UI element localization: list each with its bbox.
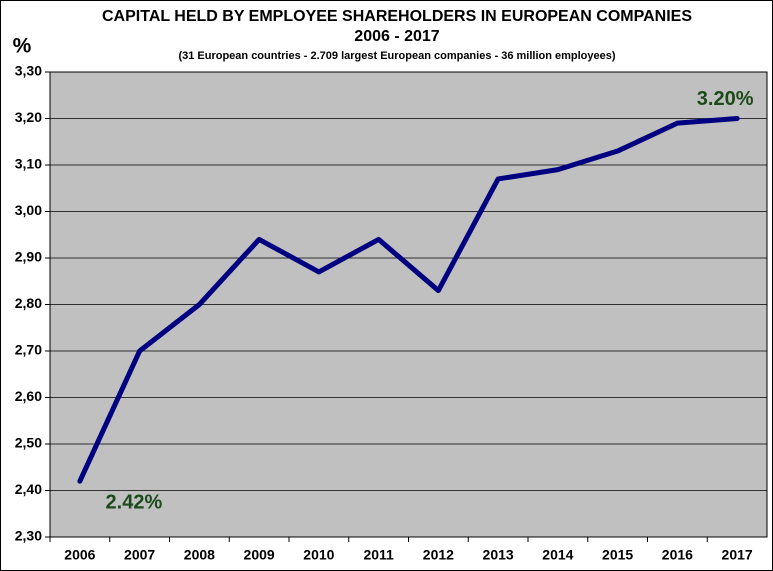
x-tick-label: 2006 bbox=[64, 547, 95, 563]
chart-title: CAPITAL HELD BY EMPLOYEE SHAREHOLDERS IN… bbox=[102, 8, 692, 25]
y-tick-label: 2,80 bbox=[15, 295, 42, 311]
y-axis-label: % bbox=[13, 35, 32, 58]
x-tick-label: 2014 bbox=[542, 547, 573, 563]
x-tick-label: 2009 bbox=[244, 547, 275, 563]
y-tick-label: 3,30 bbox=[15, 63, 42, 79]
y-tick-label: 3,10 bbox=[15, 156, 42, 172]
x-tick-label: 2010 bbox=[303, 547, 334, 563]
data-line bbox=[77, 116, 740, 484]
y-tick-label: 2,60 bbox=[15, 388, 42, 404]
value-label: 2.42% bbox=[106, 491, 163, 513]
x-tick-label: 2007 bbox=[124, 547, 155, 563]
chart-subtitle: 2006 - 2017 bbox=[354, 28, 440, 45]
chart-note: (31 European countries - 2.709 largest E… bbox=[178, 50, 615, 62]
y-tick-label: 3,00 bbox=[15, 202, 42, 218]
x-tick-label: 2013 bbox=[483, 547, 514, 563]
y-tick-label: 2,70 bbox=[15, 342, 42, 358]
y-tick-label: 2,40 bbox=[15, 481, 42, 497]
y-tick-label: 3,20 bbox=[15, 109, 42, 125]
x-tick-label: 2016 bbox=[662, 547, 693, 563]
x-tick-label: 2012 bbox=[423, 547, 454, 563]
y-tick-label: 2,90 bbox=[15, 249, 42, 265]
x-tick-label: 2011 bbox=[363, 547, 394, 563]
x-tick-label: 2017 bbox=[722, 547, 753, 563]
y-tick-label: 2,50 bbox=[15, 435, 42, 451]
value-label: 3.20% bbox=[697, 88, 754, 110]
y-tick-label: 2,30 bbox=[15, 528, 42, 544]
x-tick-label: 2008 bbox=[184, 547, 215, 563]
x-tick-label: 2015 bbox=[602, 547, 633, 563]
